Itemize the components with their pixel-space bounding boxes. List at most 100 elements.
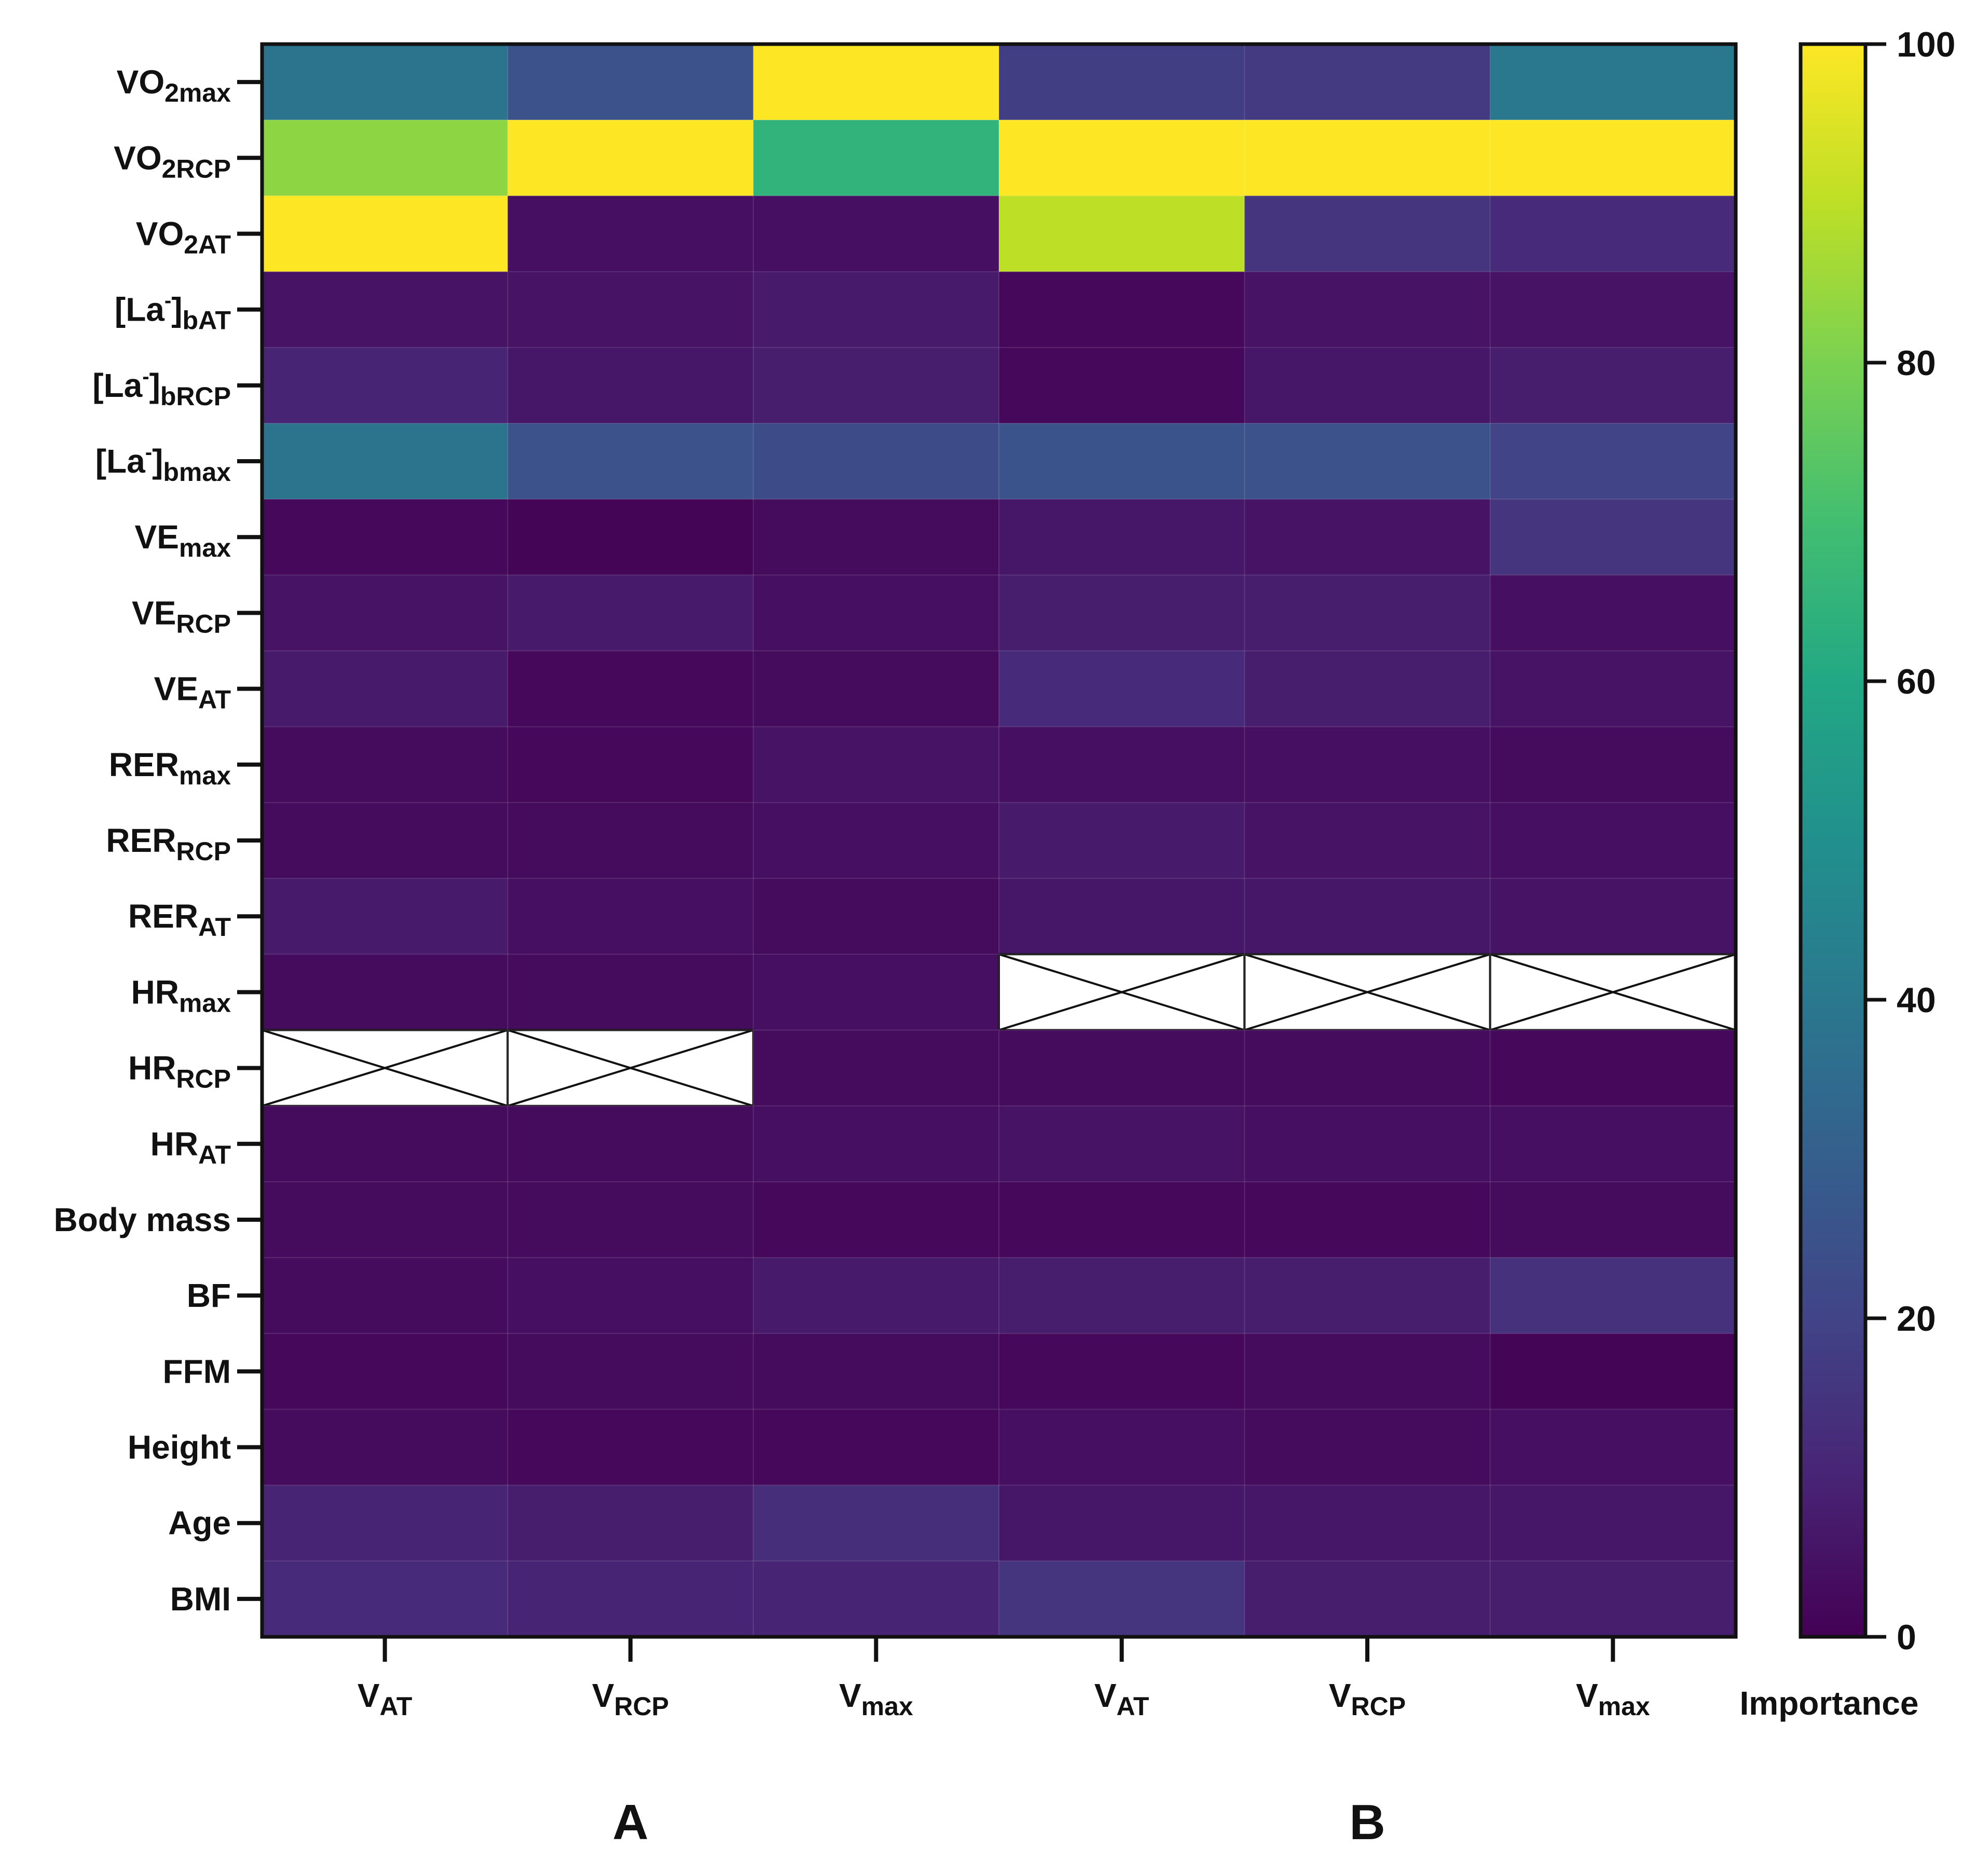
heatmap-cell <box>262 1181 508 1258</box>
heatmap-cell <box>507 44 754 120</box>
heatmap-cell <box>507 196 754 272</box>
heatmap-cell <box>999 1030 1245 1107</box>
heatmap-cell <box>753 1485 999 1562</box>
heatmap-cell <box>999 499 1245 575</box>
heatmap-cell <box>753 1333 999 1410</box>
heatmap-cell <box>753 651 999 727</box>
heatmap-cell <box>999 1409 1245 1486</box>
heatmap-cell <box>507 575 754 652</box>
heatmap-cell <box>262 1333 508 1410</box>
heatmap-cell <box>1244 878 1491 955</box>
heatmap-cell <box>753 44 999 120</box>
row-label: [La-]bAT <box>115 289 231 335</box>
heatmap-cell <box>1490 1561 1736 1637</box>
missing-cell <box>1243 953 1491 1031</box>
column-labels: VAT VRCP Vmax VAT VRCP Vmax A B <box>358 1637 1650 1850</box>
row-label: Body mass <box>54 1201 231 1238</box>
heatmap-cell <box>1490 878 1736 955</box>
heatmap-cell <box>1490 1030 1736 1107</box>
row-label: VO2RCP <box>114 139 231 183</box>
heatmap-cell <box>999 423 1245 500</box>
colorbar: 0 20 40 60 80 100 Importance <box>1740 25 1956 1722</box>
row-label: RERRCP <box>106 822 231 866</box>
row-label: VEmax <box>135 518 231 562</box>
heatmap-cell <box>507 651 754 727</box>
row-label: Age <box>168 1505 231 1542</box>
heatmap-cell <box>753 954 999 1030</box>
heatmap-cell <box>1244 1030 1491 1107</box>
heatmap-cell <box>507 1409 754 1486</box>
heatmap-cell <box>262 1561 508 1637</box>
heatmap-cell <box>262 651 508 727</box>
heatmap-cell <box>753 1258 999 1334</box>
heatmap-cell <box>753 878 999 955</box>
heatmap-cell <box>1244 120 1491 196</box>
heatmap-cell <box>999 196 1245 272</box>
row-label: VEAT <box>154 670 231 714</box>
heatmap-cell <box>1490 726 1736 803</box>
heatmap-cell <box>262 347 508 424</box>
heatmap-cell <box>1490 1106 1736 1182</box>
missing-cell <box>1489 953 1737 1031</box>
heatmap-cell <box>1490 44 1736 120</box>
heatmap-cell <box>1490 575 1736 652</box>
heatmap-cell <box>999 1561 1245 1637</box>
heatmap-cell <box>1244 726 1491 803</box>
heatmap-cell <box>262 802 508 879</box>
heatmap-cell <box>262 954 508 1030</box>
heatmap-cell <box>262 726 508 803</box>
missing-cell <box>506 1029 754 1107</box>
heatmap-cell <box>999 1258 1245 1334</box>
heatmap-cell <box>507 954 754 1030</box>
heatmap-cell <box>507 271 754 348</box>
heatmap-cell <box>262 44 508 120</box>
row-label: HRmax <box>131 973 231 1017</box>
row-label: RERAT <box>128 898 231 942</box>
heatmap-cell <box>262 499 508 575</box>
row-label: HRAT <box>150 1125 231 1169</box>
heatmap-cell <box>1244 196 1491 272</box>
column-label: VRCP <box>592 1677 669 1721</box>
heatmap-cell <box>507 1181 754 1258</box>
heatmap-cell <box>1490 1258 1736 1334</box>
row-label: VO2AT <box>136 215 231 259</box>
heatmap-cell <box>753 575 999 652</box>
heatmap-cell <box>262 1409 508 1486</box>
heatmap-cell <box>262 1485 508 1562</box>
heatmap-cell <box>753 1030 999 1107</box>
heatmap-cell <box>999 44 1245 120</box>
group-label: A <box>612 1795 648 1850</box>
colorbar-tick-label: 40 <box>1897 981 1936 1020</box>
heatmap-cell <box>262 423 508 500</box>
colorbar-tick-label: 20 <box>1897 1299 1936 1339</box>
heatmap-cell <box>507 1485 754 1562</box>
heatmap-cell <box>1490 651 1736 727</box>
heatmap-cell <box>1244 44 1491 120</box>
heatmap-cell <box>507 347 754 424</box>
heatmap-cell <box>1244 1333 1491 1410</box>
heatmap-cell <box>507 423 754 500</box>
heatmap-cell <box>262 1106 508 1182</box>
heatmap-cell <box>1490 347 1736 424</box>
heatmap-cell <box>1244 1106 1491 1182</box>
heatmap-cell <box>999 1106 1245 1182</box>
row-label: BMI <box>170 1580 231 1618</box>
heatmap-cell <box>507 1258 754 1334</box>
heatmap-cell <box>262 120 508 196</box>
heatmap-cell <box>1244 651 1491 727</box>
heatmap-cell <box>753 423 999 500</box>
heatmap-cell <box>1490 196 1736 272</box>
heatmap-cell <box>507 120 754 196</box>
heatmap-cell <box>753 1106 999 1182</box>
heatmap-cell <box>753 802 999 879</box>
column-label: VAT <box>358 1677 413 1721</box>
heatmap-cell <box>753 196 999 272</box>
heatmap-cell <box>262 271 508 348</box>
heatmap-cell <box>1490 423 1736 500</box>
colorbar-tick-label: 100 <box>1897 25 1955 64</box>
heatmap-cell <box>1244 1561 1491 1637</box>
heatmap-cell <box>753 1409 999 1486</box>
row-label: [La-]bmax <box>95 441 231 487</box>
heatmap-cell <box>507 878 754 955</box>
heatmap-cell <box>1244 802 1491 879</box>
